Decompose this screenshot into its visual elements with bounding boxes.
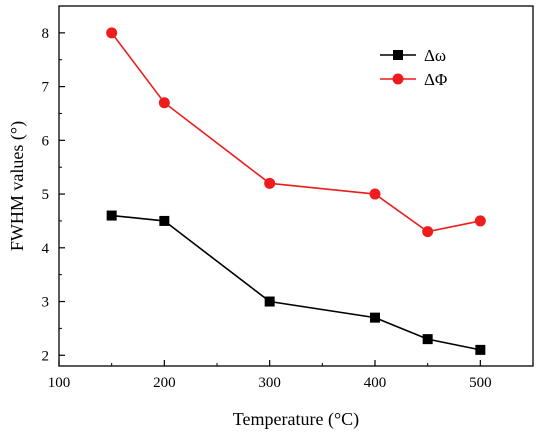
data-point xyxy=(106,210,117,221)
x-axis-title: Temperature (°C) xyxy=(233,409,359,430)
legend: Δω ΔΦ xyxy=(380,46,447,89)
x-tick-label: 100 xyxy=(48,375,71,391)
series-layer xyxy=(106,27,486,355)
y-tick-label: 4 xyxy=(42,241,50,257)
series-delta-omega xyxy=(106,210,486,355)
data-point xyxy=(159,215,170,226)
data-point xyxy=(106,27,118,39)
x-tick-label: 400 xyxy=(364,375,387,391)
y-tick-label: 6 xyxy=(42,133,50,149)
series-line xyxy=(111,214,481,351)
data-point xyxy=(370,312,380,323)
data-point xyxy=(474,215,486,227)
y-tick-label: 8 xyxy=(42,26,50,42)
data-point xyxy=(264,296,275,307)
y-tick-label: 5 xyxy=(42,187,50,203)
y-tick-label: 7 xyxy=(42,80,50,96)
data-point xyxy=(475,344,486,355)
data-point xyxy=(422,334,433,345)
data-point xyxy=(158,97,170,109)
series-line xyxy=(111,32,481,233)
data-point xyxy=(369,188,381,200)
y-axis-title: FWHM values (°) xyxy=(7,121,28,251)
y-tick-label: 2 xyxy=(42,348,50,364)
y-axis: 2 3 4 5 6 7 8 xyxy=(42,26,65,364)
legend-label: Δω xyxy=(424,46,446,65)
data-point xyxy=(422,226,434,238)
legend-marker xyxy=(393,50,403,60)
x-axis: 100 200 300 400 500 xyxy=(48,360,492,391)
x-tick-label: 500 xyxy=(469,375,492,391)
x-tick-label: 200 xyxy=(153,375,176,391)
legend-item: Δω xyxy=(380,46,446,65)
plot-frame xyxy=(58,5,534,367)
x-tick-label: 300 xyxy=(258,375,281,391)
legend-label: ΔΦ xyxy=(424,70,447,89)
legend-item: ΔΦ xyxy=(380,70,447,89)
y-tick-label: 3 xyxy=(42,295,50,311)
series-delta-phi xyxy=(106,27,486,238)
plot-area xyxy=(58,5,534,367)
data-point xyxy=(264,177,276,189)
legend-marker xyxy=(392,73,404,85)
